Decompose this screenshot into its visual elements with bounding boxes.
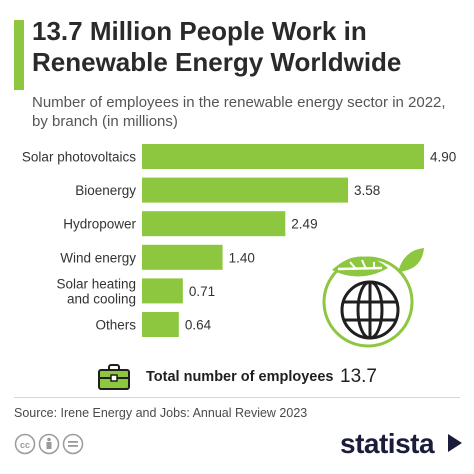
bar-solar-photovoltaics [142,144,424,169]
category-label: Solar heating and cooling [56,276,136,306]
chart-subtitle: Number of employees in the renewable ene… [32,94,446,130]
category-label: Others [95,318,136,333]
statista-arrow-icon [448,434,462,452]
title-accent-bar [14,20,24,90]
category-label: Solar photovoltaics [22,150,136,165]
statista-logo[interactable]: statista [340,428,435,459]
value-label: 0.71 [189,284,215,299]
bar-wind-energy [142,244,223,270]
chart-title: 13.7 Million People Work in Renewable En… [32,16,402,77]
bar-others [142,312,179,337]
bar-bioenergy [142,177,349,203]
value-label: 4.90 [430,150,456,165]
bar-solar-heating-and-cooling [142,278,183,304]
total-value: 13.7 [340,366,377,387]
value-label: 1.40 [229,250,255,265]
value-label: 2.49 [291,217,317,232]
globe-leaf-icon [322,248,424,348]
value-label: 3.58 [354,183,380,198]
category-label: Bioenergy [75,183,136,198]
footer-divider [14,397,460,398]
briefcase-icon [98,364,130,390]
creative-commons-icons[interactable]: cc [14,433,104,455]
bar-chart: 4.90 Solar photovoltaics 3.58 Bioenergy 2.49… [22,144,456,337]
value-label: 0.64 [185,318,212,333]
source-text: Source: Irene Energy and Jobs: Annual Re… [14,406,308,420]
category-label: Wind energy [60,250,136,265]
category-label: Hydropower [63,217,136,232]
bar-hydropower [142,211,286,237]
svg-text:cc: cc [20,440,30,450]
total-label: Total number of employees [146,369,334,385]
